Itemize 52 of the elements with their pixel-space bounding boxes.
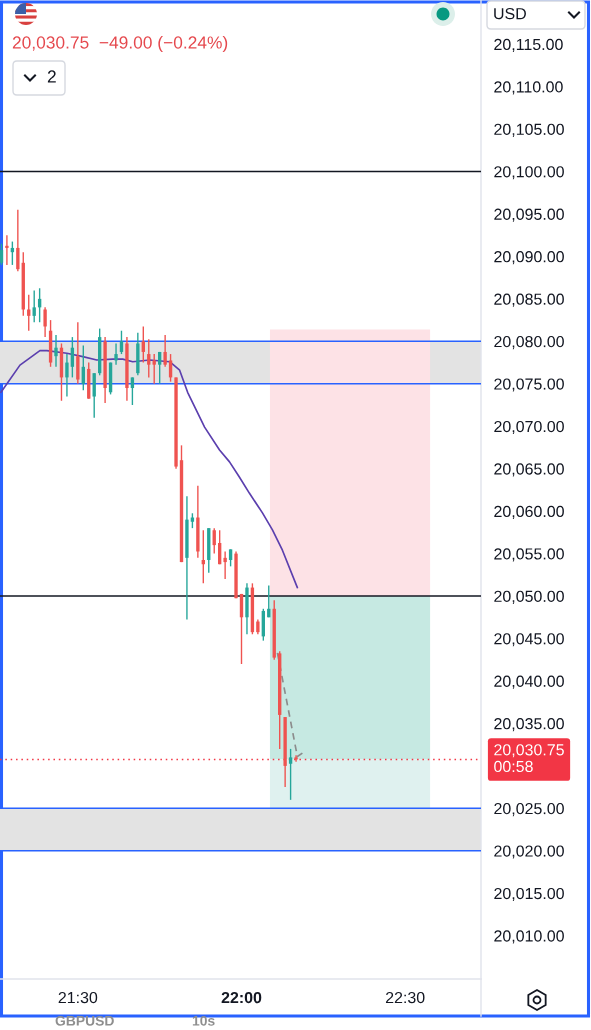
- candlestick: [147, 338, 151, 379]
- candlestick: [288, 748, 293, 801]
- y-tick-label: 20,065.00: [494, 463, 564, 477]
- text: 20,030.75 −49.00 (−0.24%): [12, 35, 228, 53]
- y-tick-label: 20,070.00: [494, 420, 564, 435]
- candlestick: [163, 334, 167, 368]
- y-tick-label: 20,100.00: [494, 166, 564, 180]
- y-tick-label: 20,045.00: [494, 633, 564, 647]
- candlestick: [130, 376, 135, 406]
- text: USD: [494, 7, 526, 20]
- y-tick-label: 20,090.00: [494, 251, 564, 265]
- text: GBPUSD: [55, 1015, 114, 1026]
- text: 10s: [192, 1015, 215, 1026]
- annotation: 2: [47, 70, 56, 83]
- candlestick: [43, 306, 47, 338]
- candlestick: [32, 289, 36, 323]
- y-tick-label: 20,020.00: [494, 845, 564, 859]
- x-tick-label: 22:00: [221, 991, 262, 1004]
- y-tick-label: 20,105.00: [494, 123, 564, 137]
- y-tick-label: 20,015.00: [494, 887, 564, 902]
- candlestick: [16, 209, 20, 272]
- candlestick: [65, 353, 69, 398]
- candlestick: [152, 353, 156, 385]
- y-tick-label: 20,010.00: [494, 930, 564, 944]
- line-series: [0, 349, 299, 589]
- candlestick: [114, 342, 118, 366]
- candlestick: [223, 550, 227, 580]
- y-tick-label: 20,115.00: [494, 38, 563, 52]
- candlestick: [76, 321, 80, 385]
- candlestick: [5, 234, 9, 266]
- y-tick-label: 20,025.00: [494, 802, 564, 817]
- candlestick: [92, 372, 96, 419]
- ref-line-label: 20,030.75 00:58: [494, 744, 564, 773]
- y-tick-label: 20,060.00: [494, 505, 564, 519]
- candlestick: [27, 293, 31, 332]
- x-tick-label: 22:30: [385, 991, 425, 1004]
- y-tick-label: 20,050.00: [494, 590, 564, 604]
- candlestick: [157, 351, 162, 385]
- y-tick-label: 20,055.00: [494, 548, 564, 562]
- y-tick-label: 20,085.00: [494, 293, 564, 307]
- y-tick-label: 20,035.00: [494, 718, 564, 732]
- y-tick-label: 20,075.00: [494, 378, 564, 392]
- candlestick: [0, 242, 4, 266]
- candlestick: [54, 334, 58, 368]
- y-tick-label: 20,110.00: [494, 81, 563, 95]
- candlestick: [119, 330, 124, 355]
- candlestick: [212, 527, 216, 555]
- x-tick-label: 21:30: [58, 991, 98, 1004]
- y-tick-label: 20,095.00: [494, 208, 564, 222]
- y-tick-label: 20,040.00: [494, 675, 564, 689]
- candlestick: [141, 325, 145, 364]
- y-tick-label: 20,080.00: [494, 335, 564, 350]
